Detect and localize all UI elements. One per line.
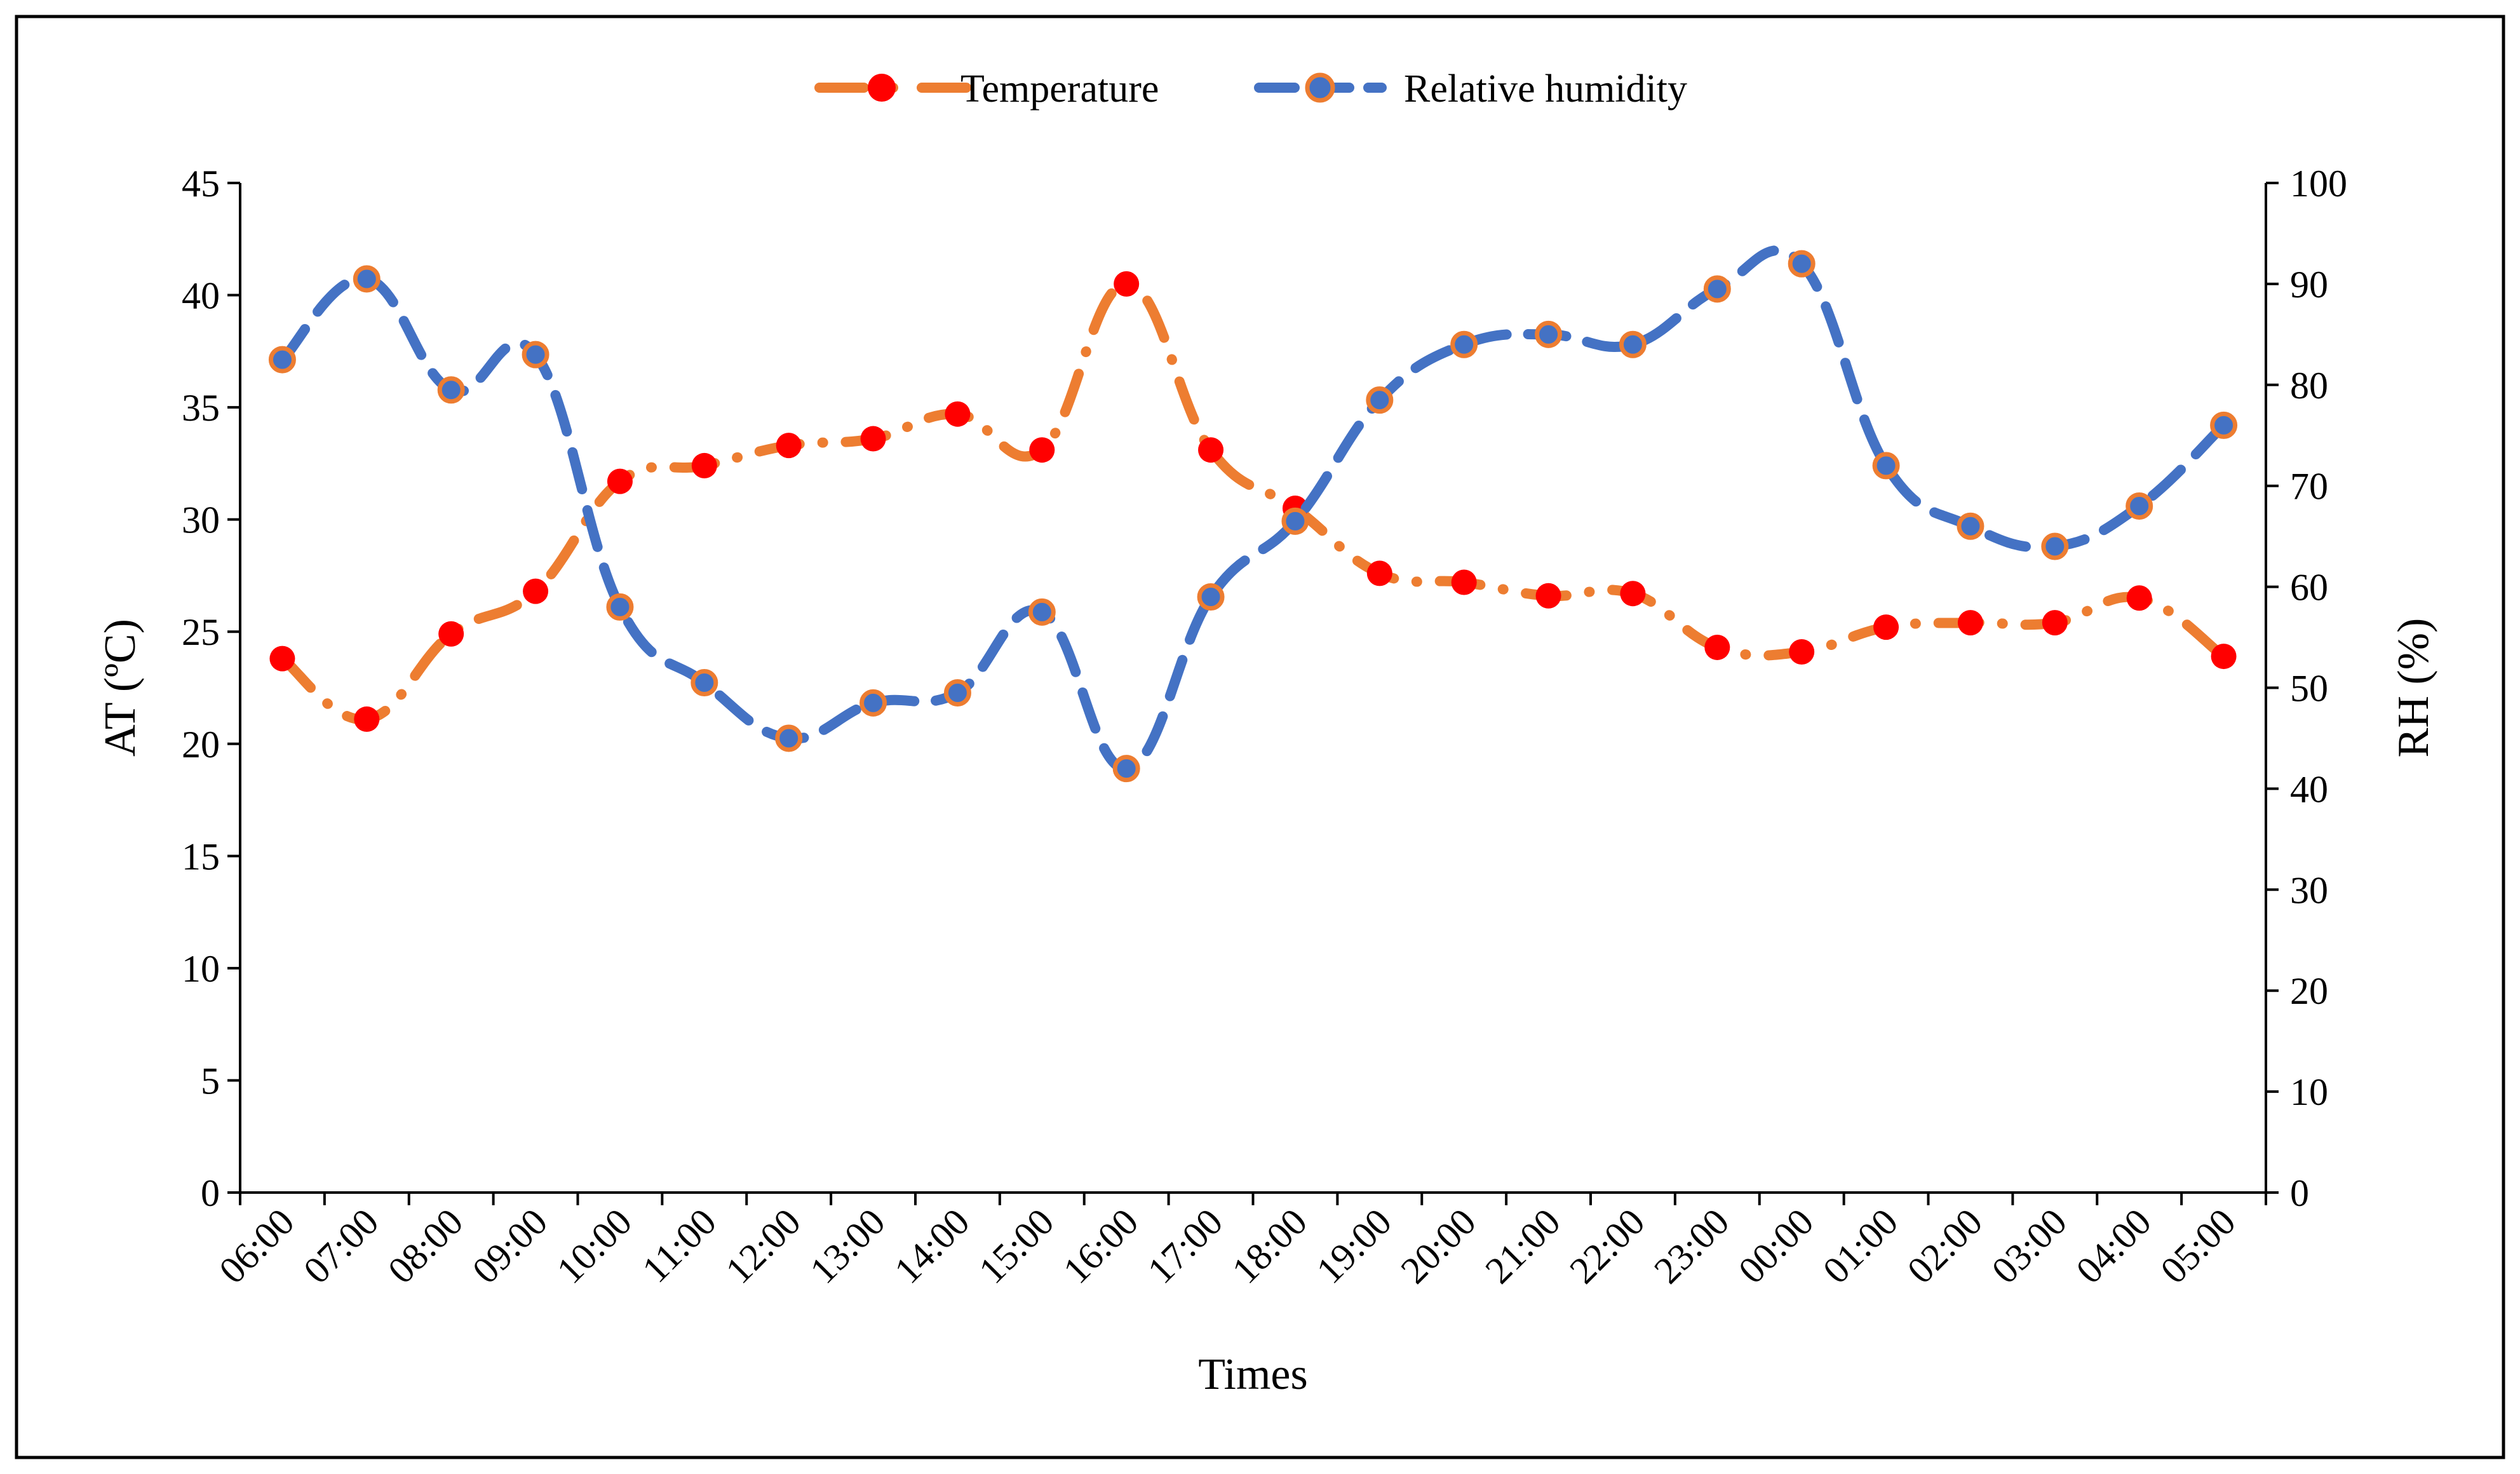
right-y-tick-label: 10 (2290, 1071, 2328, 1113)
humidity-point (1957, 512, 1984, 540)
left-y-tick-label: 40 (182, 275, 220, 317)
right-y-tick-label: 40 (2290, 768, 2328, 810)
left-y-tick-label: 0 (201, 1172, 220, 1214)
humidity-point (353, 265, 381, 293)
humidity-point (1112, 755, 1140, 783)
right-y-tick-label: 80 (2290, 365, 2328, 407)
temperature-point (1873, 614, 1899, 640)
legend-temperature-label: Temperature (960, 67, 1159, 111)
humidity-point (1366, 386, 1394, 414)
humidity-point (437, 376, 465, 404)
x-axis-title: Times (1198, 1350, 1308, 1399)
temperature-point (1957, 610, 1983, 636)
temperature-point (2042, 610, 2068, 636)
temperature-point (945, 401, 971, 427)
humidity-point (1788, 250, 1816, 278)
temperature-point (776, 433, 802, 459)
temperature-point (438, 621, 464, 647)
temperature-point (2211, 644, 2237, 670)
right-y-tick-label: 0 (2290, 1172, 2309, 1214)
humidity-point (1619, 330, 1647, 358)
right-y-tick-label: 90 (2290, 264, 2328, 306)
humidity-line (277, 245, 2229, 774)
right-y-tick-label: 70 (2290, 466, 2328, 508)
right-y-tick-label: 20 (2290, 970, 2328, 1012)
humidity-point (859, 689, 887, 717)
temperature-point (269, 646, 295, 672)
humidity-point (691, 669, 718, 697)
y-axis-title-right: RH (%) (2389, 618, 2438, 758)
right-y-tick-label: 30 (2290, 869, 2328, 911)
left-y-tick-label: 35 (182, 387, 220, 429)
legend: Temperature Relative humidity (814, 67, 1687, 111)
humidity-point (1872, 452, 1900, 480)
right-y-tick-label: 60 (2290, 567, 2328, 609)
temperature-point (1535, 583, 1561, 609)
left-y-tick-label: 30 (182, 499, 220, 541)
temperature-point (2126, 585, 2152, 611)
legend-humidity-label: Relative humidity (1404, 67, 1687, 111)
right-y-tick-label: 50 (2290, 668, 2328, 710)
left-y-ticks: 0 5 10 15 20 25 30 35 40 45 (182, 163, 240, 1214)
temperature-point (860, 426, 886, 452)
humidity-series (268, 245, 2238, 783)
right-y-ticks: 0 10 20 30 40 50 60 70 80 90 100 (2266, 163, 2347, 1214)
temperature-point (1789, 639, 1815, 665)
humidity-point (268, 346, 296, 374)
humidity-point (1028, 598, 1056, 626)
temperature-point (1451, 569, 1477, 595)
right-y-tick-label: 100 (2290, 163, 2347, 205)
left-y-tick-label: 15 (182, 835, 220, 877)
left-y-tick-label: 20 (182, 724, 220, 766)
humidity-point (1197, 583, 1225, 611)
legend-temperature-marker (868, 74, 896, 102)
humidity-point (1703, 275, 1731, 303)
temperature-point (1704, 634, 1730, 660)
humidity-point (775, 724, 803, 752)
humidity-point (1450, 330, 1478, 358)
left-y-tick-label: 45 (182, 163, 220, 205)
temperature-point (1114, 271, 1140, 297)
humidity-point (943, 679, 971, 707)
temperature-point (691, 452, 717, 478)
left-y-tick-label: 5 (201, 1060, 220, 1102)
chart-frame (15, 15, 2505, 1459)
temperature-point (1198, 437, 1224, 463)
humidity-point (2210, 411, 2238, 439)
legend-humidity-marker (1305, 72, 1335, 103)
humidity-point (2126, 492, 2153, 520)
temperature-point (523, 578, 549, 604)
temperature-point (607, 468, 633, 494)
humidity-point (1281, 507, 1309, 535)
temperature-point (1366, 560, 1392, 586)
humidity-point (522, 341, 549, 368)
humidity-point (2041, 532, 2069, 560)
temperature-point (354, 706, 380, 732)
humidity-point (1535, 320, 1563, 348)
temperature-point (1029, 437, 1055, 463)
temperature-point (1620, 581, 1646, 607)
left-y-tick-label: 10 (182, 948, 220, 990)
humidity-point (606, 593, 634, 621)
y-axis-title-left: AT (ºC) (96, 619, 145, 757)
left-y-tick-label: 25 (182, 611, 220, 653)
